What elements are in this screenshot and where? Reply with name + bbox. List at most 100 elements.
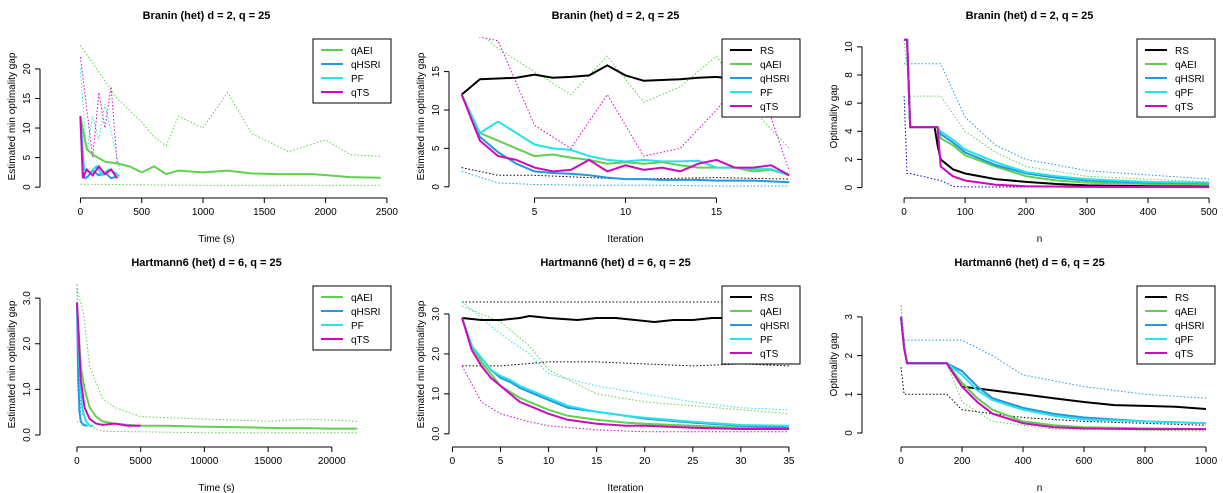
x-axis-label: Iteration [607,234,643,245]
legend: qAEI qHSRI PF qTS [312,285,392,351]
legend-label: RS [1175,293,1189,304]
legend-label: qHSRI [351,307,380,318]
legend-label: qHSRI [1175,74,1204,85]
series-line [76,302,141,427]
x-tick-label: 10 [620,207,632,218]
x-tick-label: 10000 [190,456,218,467]
x-tick-label: 0 [450,456,456,467]
series-lines [76,284,358,434]
quantile-line [904,63,1210,180]
y-tick-label: 1.0 [431,386,442,400]
x-tick-label: 300 [1079,207,1096,218]
legend: RS qAEI qHSRI PF qTS [721,285,801,365]
legend-label: qTS [351,88,370,99]
legend-label: qHSRI [1175,321,1204,332]
quantile-line [76,420,358,434]
legend-label: qAEI [351,293,373,304]
legend-label: qAEI [760,307,782,318]
legend-label: qTS [760,349,779,360]
x-axis-label: Time (s) [198,234,234,245]
legend-label: PF [760,88,773,99]
x-tick-label: 800 [1137,456,1154,467]
chart-title: Hartmann6 (het) d = 6, q = 25 [131,257,281,269]
y-tick-label: 15 [22,92,33,104]
y-tick-label: 4 [844,128,855,134]
legend-label: RS [760,293,774,304]
legend-label: qHSRI [760,74,789,85]
y-tick-label: 3.0 [431,307,442,321]
panel: Hartmann6 (het) d = 6, q = 25 n Optimality… [829,257,1218,493]
x-tick-label: 30 [735,456,747,467]
x-tick-label: 5 [498,456,504,467]
x-tick-label: 0 [78,207,84,218]
legend-label: qHSRI [760,321,789,332]
chart-title: Branin (het) d = 2, q = 25 [552,10,680,22]
quantile-line [461,170,790,187]
y-tick-label: 2.0 [431,347,442,361]
series-line [460,94,790,184]
x-axis-label: n [1037,483,1043,493]
y-tick-label: 0.0 [22,428,33,442]
legend-label: qPF [1175,88,1193,99]
x-tick-label: 200 [1018,207,1035,218]
x-tick-label: 5000 [130,456,153,467]
series-line [900,316,1206,431]
x-tick-label: 15 [711,207,723,218]
y-tick-label: 3 [844,314,855,320]
x-tick-label: 20 [639,456,651,467]
chart-title: Branin (het) d = 2, q = 25 [966,10,1094,22]
legend-label: qAEI [351,46,373,57]
legend-label: PF [760,335,773,346]
quantile-line [79,68,121,170]
legend-label: RS [1175,46,1189,57]
y-tick-label: 2 [844,352,855,358]
series-lines [903,38,1210,189]
x-tick-label: 0 [901,207,907,218]
y-axis-label: Estimated min optimality gap [416,300,427,428]
x-tick-label: 400 [1140,207,1157,218]
y-axis-label: Optimality gap [829,332,840,396]
legend-label: RS [760,46,774,57]
x-tick-label: 15000 [254,456,282,467]
y-tick-label: 10 [844,41,855,53]
x-tick-label: 35 [783,456,795,467]
y-tick-label: 10 [22,122,33,134]
legend-label: qHSRI [351,60,380,71]
panel: Branin (het) d = 2, q = 25 n Optimality ga… [829,10,1218,245]
x-tick-label: 2500 [376,207,399,218]
series-line [76,302,88,427]
y-axis-label: Optimality gap [829,84,840,148]
quantile-line [903,96,1210,188]
x-tick-label: 1000 [1195,456,1218,467]
x-tick-label: 500 [1201,207,1218,218]
x-tick-label: 10 [543,456,555,467]
legend-label: PF [351,321,364,332]
y-tick-label: 5 [431,145,442,151]
chart-title: Hartmann6 (het) d = 6, q = 25 [954,257,1104,269]
x-tick-label: 5 [532,207,538,218]
y-tick-label: 1 [844,391,855,397]
panel: Branin (het) d = 2, q = 25 Time (s) Estima… [7,10,398,245]
quantile-line [79,57,118,164]
y-tick-label: 10 [431,104,442,116]
legend: RS qAEI qHSRI PF qTS [721,38,801,118]
y-axis-label: Estimated min optimality gap [7,52,18,180]
panel: Hartmann6 (het) d = 6, q = 25 Iteration Es… [416,257,801,493]
x-tick-label: 400 [1015,456,1032,467]
quantile-line [461,305,789,415]
x-tick-label: 1500 [253,207,276,218]
legend: qAEI qHSRI PF qTS [312,38,392,104]
x-axis-label: Time (s) [198,483,234,493]
y-tick-label: 0 [844,184,855,190]
y-tick-label: 6 [844,100,855,106]
x-axis-label: Iteration [607,483,643,493]
series-line [904,38,1210,189]
y-tick-label: 0 [431,184,442,190]
quantile-line [900,305,1207,399]
y-tick-label: 3.0 [22,291,33,305]
legend-label: qAEI [760,60,782,71]
panel: Branin (het) d = 2, q = 25 Iteration Estim… [416,10,801,245]
legend-label: qTS [1175,349,1194,360]
legend-label: PF [351,74,364,85]
y-tick-label: 0 [844,430,855,436]
